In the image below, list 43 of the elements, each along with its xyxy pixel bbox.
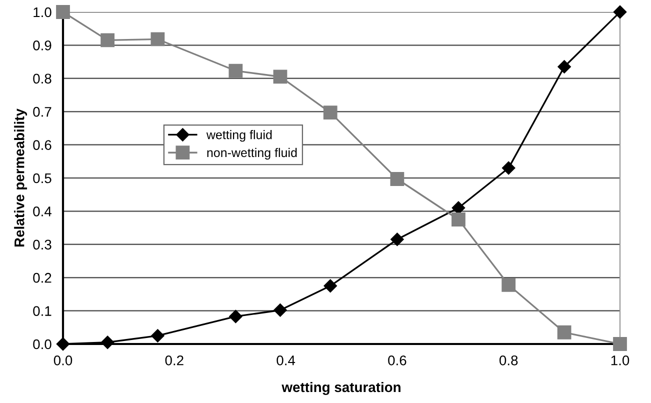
point: [229, 310, 242, 324]
y-tick-label: 0.7: [33, 106, 52, 117]
y-tick-label: 0.5: [33, 173, 52, 184]
point: [558, 60, 571, 74]
legend-label: non-wetting fluid: [207, 148, 297, 160]
point: [452, 212, 466, 226]
point: [56, 5, 70, 19]
y-tick-label: 0.6: [33, 140, 52, 150]
x-axis-title: wetting saturation: [282, 382, 400, 395]
x-tick-label: 0.8: [499, 355, 518, 366]
y-tick-label: 0.8: [33, 74, 52, 84]
y-tick-label: 0.1: [33, 306, 52, 316]
point: [56, 337, 70, 351]
point: [390, 232, 404, 246]
point: [557, 325, 572, 340]
y-tick-label: 0.2: [33, 272, 52, 283]
legend-label: wetting fluid: [206, 130, 272, 142]
y-tick-label: 1.0: [34, 7, 52, 18]
x-tick-label: 0.0: [54, 355, 72, 366]
y-tick-label: 0.4: [33, 206, 52, 216]
point: [613, 337, 627, 351]
x-tick-label: 0.6: [388, 355, 406, 366]
x-tick-label: 0.4: [276, 355, 296, 366]
point: [228, 64, 243, 78]
point: [151, 329, 164, 342]
point: [273, 70, 288, 84]
y-axis-title: Relative permeability: [14, 108, 28, 247]
y-tick-label: 0.0: [33, 339, 52, 350]
point: [100, 33, 115, 48]
point: [100, 336, 114, 349]
point: [274, 304, 287, 317]
point: [323, 106, 338, 120]
point: [502, 161, 516, 175]
point: [502, 278, 516, 292]
point: [150, 32, 165, 46]
y-tick-label: 0.3: [33, 240, 52, 250]
point: [390, 172, 404, 186]
x-tick-label: 0.2: [165, 355, 184, 366]
point: [324, 279, 337, 292]
y-tick-label: 0.9: [33, 40, 52, 50]
point: [452, 201, 466, 214]
x-tick-label: 1.0: [611, 355, 630, 366]
point: [613, 5, 627, 19]
